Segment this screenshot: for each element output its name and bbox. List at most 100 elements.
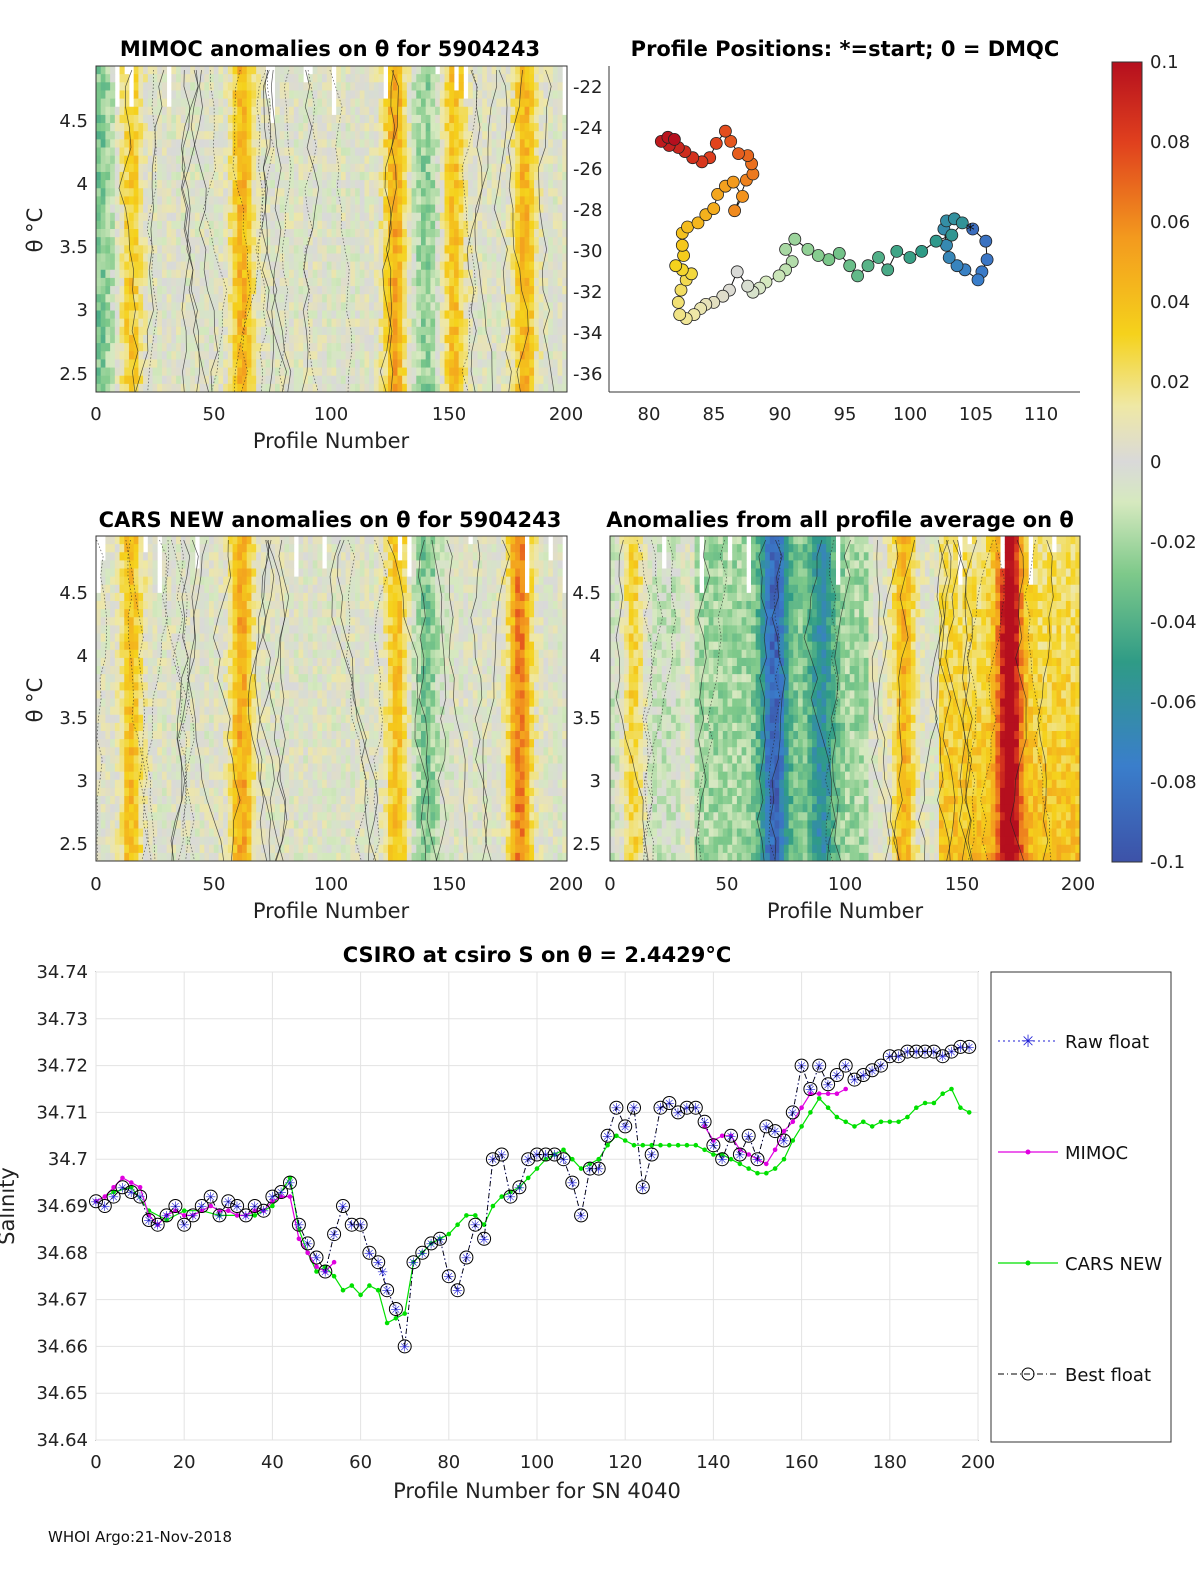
heatmap-cell xyxy=(223,237,229,246)
heatmap-cell xyxy=(279,147,285,157)
cars-heatmap xyxy=(96,536,568,862)
heatmap-cell xyxy=(449,294,455,303)
heatmap-cell xyxy=(538,196,544,205)
heatmap-cell xyxy=(293,351,299,360)
heatmap-cell xyxy=(147,269,153,279)
heatmap-cell xyxy=(270,253,276,262)
heatmap-cell xyxy=(472,171,478,181)
heatmap-cell xyxy=(260,269,266,279)
heatmap-cell xyxy=(378,98,384,108)
heatmap-cell xyxy=(369,139,375,148)
heatmap-cell xyxy=(355,180,361,189)
heatmap-cell xyxy=(274,310,281,320)
heatmap-cell xyxy=(128,836,135,846)
heatmap-cell xyxy=(552,196,558,205)
heatmap-cell xyxy=(392,277,398,287)
heatmap-cell xyxy=(199,123,205,132)
heatmap-cell xyxy=(199,722,205,732)
heatmap-cell xyxy=(204,269,210,279)
heatmap-cell xyxy=(411,66,417,75)
heatmap-cell xyxy=(100,383,106,393)
heatmap-cell xyxy=(416,294,422,303)
heatmap-cell xyxy=(444,106,450,116)
heatmap-cell xyxy=(477,131,483,140)
heatmap-cell xyxy=(180,544,186,553)
heatmap-cell xyxy=(274,261,281,271)
heatmap-cell xyxy=(482,343,488,352)
heatmap-cell xyxy=(100,204,106,214)
heatmap-cell xyxy=(463,229,469,238)
heatmap-cell xyxy=(378,196,384,205)
heatmap-cell xyxy=(133,188,139,197)
heatmap-cell xyxy=(143,592,149,602)
heatmap-cell xyxy=(435,180,441,189)
heatmap-cell xyxy=(402,147,408,157)
heatmap-cell xyxy=(199,706,205,716)
heatmap-cell xyxy=(326,82,332,91)
heatmap-cell xyxy=(152,114,158,124)
heatmap-cell xyxy=(260,180,266,189)
heatmap-cell xyxy=(392,375,398,385)
heatmap-cell xyxy=(416,302,422,311)
heatmap-cell xyxy=(345,334,351,344)
heatmap-cell xyxy=(138,302,144,311)
heatmap-cell xyxy=(355,326,361,336)
heatmap-cell xyxy=(270,220,276,230)
heatmap-cell xyxy=(402,343,408,352)
heatmap-cell xyxy=(373,229,379,238)
heatmap-cell xyxy=(176,367,182,377)
heatmap-cell xyxy=(161,310,168,320)
heatmap-cell xyxy=(458,163,464,173)
heatmap-cell xyxy=(477,318,483,328)
heatmap-cell xyxy=(100,277,106,287)
heatmap-cell xyxy=(209,302,215,311)
heatmap-cell xyxy=(392,123,398,132)
heatmap-cell xyxy=(505,204,511,214)
heatmap-cell xyxy=(242,286,248,295)
heatmap-cell xyxy=(529,375,535,385)
heatmap-cell xyxy=(260,220,266,230)
heatmap-cell xyxy=(227,229,233,238)
heatmap-cell xyxy=(472,310,478,320)
heatmap-cell xyxy=(157,609,163,618)
heatmap-cell xyxy=(128,592,135,602)
heatmap-cell xyxy=(364,375,370,385)
heatmap-cell xyxy=(548,359,554,368)
heatmap-cell xyxy=(105,722,111,732)
heatmap-cell xyxy=(463,277,469,287)
heatmap-cell xyxy=(453,302,460,311)
heatmap-cell xyxy=(435,163,441,173)
heatmap-cell xyxy=(293,139,299,148)
heatmap-cell xyxy=(105,310,111,320)
heatmap-cell xyxy=(317,139,323,148)
heatmap-cell xyxy=(326,229,332,238)
heatmap-cell xyxy=(180,771,186,781)
heatmap-cell xyxy=(157,828,163,838)
heatmap-cell xyxy=(110,787,116,797)
heatmap-cell xyxy=(114,334,120,344)
heatmap-cell xyxy=(383,114,389,124)
heatmap-cell xyxy=(463,98,469,108)
heatmap-cell xyxy=(166,568,172,578)
heatmap-cell xyxy=(312,359,318,368)
heatmap-cell xyxy=(114,375,120,385)
heatmap-cell xyxy=(355,147,361,157)
heatmap-cell xyxy=(161,747,168,756)
heatmap-cell xyxy=(124,731,130,740)
heatmap-cell xyxy=(223,351,229,360)
heatmap-cell xyxy=(114,576,120,586)
heatmap-cell xyxy=(143,584,149,594)
heatmap-cell xyxy=(185,739,191,748)
heatmap-cell xyxy=(185,253,191,262)
heatmap-cell xyxy=(199,253,205,262)
heatmap-cell xyxy=(161,601,168,610)
heatmap-cell xyxy=(501,245,507,254)
heatmap-cell xyxy=(260,343,266,352)
heatmap-cell xyxy=(157,196,163,205)
heatmap-cell xyxy=(213,310,219,320)
heatmap-cell xyxy=(180,277,186,287)
heatmap-cell xyxy=(124,106,130,116)
heatmap-cell xyxy=(552,334,558,344)
heatmap-cell xyxy=(482,326,488,336)
heatmap-cell xyxy=(166,536,172,545)
